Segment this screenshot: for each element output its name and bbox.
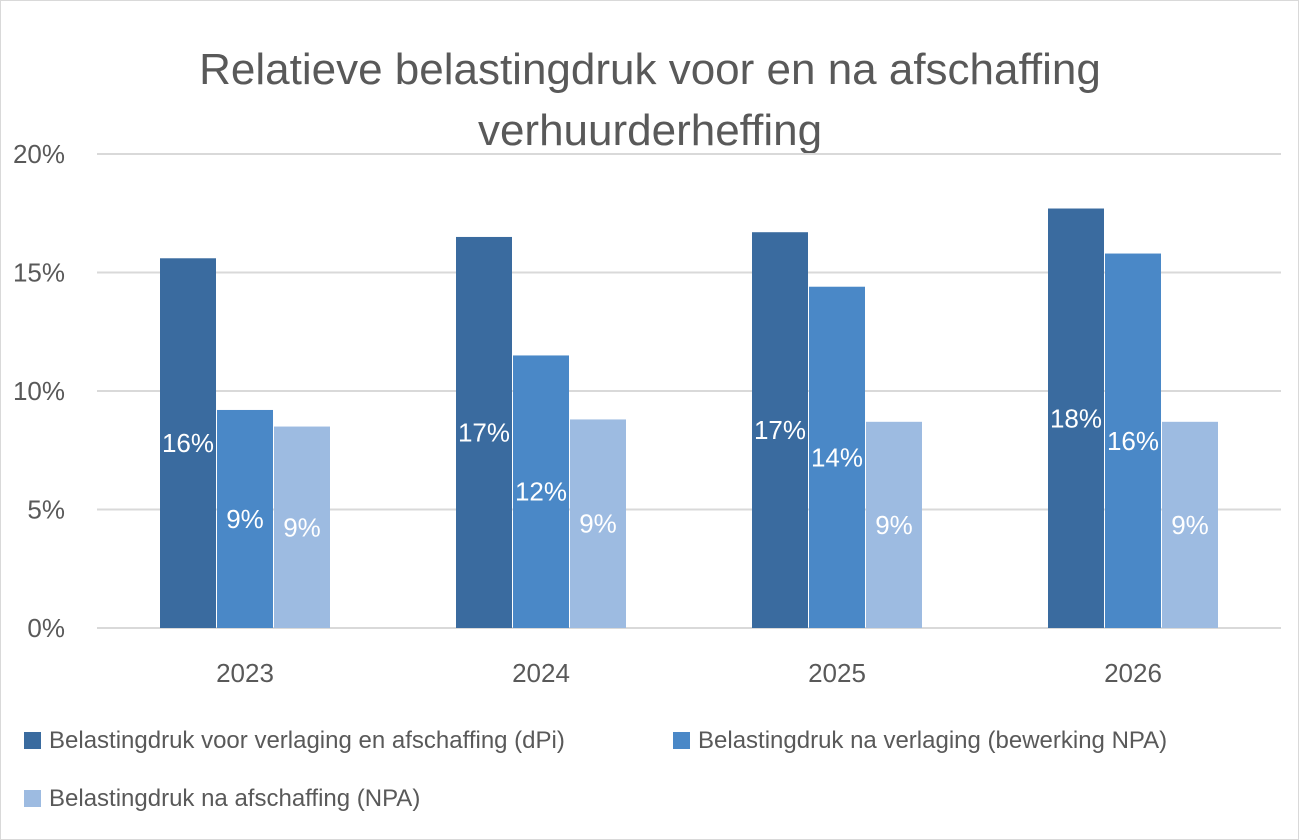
bar-2024-series-3 xyxy=(570,419,626,628)
bar-2023-series-2 xyxy=(217,409,273,628)
chart-title-line-2: verhuurderheffing xyxy=(478,106,822,155)
legend-label: Belastingdruk voor verlaging en afschaff… xyxy=(49,727,565,754)
data-label: 17% xyxy=(458,417,510,447)
x-tick-label: 2025 xyxy=(808,658,866,688)
data-label: 9% xyxy=(283,512,321,542)
y-tick-label: 15% xyxy=(13,258,65,288)
bar-2023-series-3 xyxy=(274,426,330,628)
x-tick-label: 2026 xyxy=(1104,658,1162,688)
y-tick-label: 0% xyxy=(27,613,65,643)
bar-2024-series-2 xyxy=(513,355,569,628)
y-tick-label: 20% xyxy=(13,139,65,169)
data-label: 9% xyxy=(579,509,617,539)
data-label: 16% xyxy=(1107,426,1159,456)
data-label: 9% xyxy=(1171,510,1209,540)
legend-swatch xyxy=(24,732,41,749)
y-tick-label: 10% xyxy=(13,376,65,406)
bar-2025-series-3 xyxy=(866,421,922,628)
data-label: 16% xyxy=(162,428,214,458)
bar-2024-series-1 xyxy=(456,236,512,628)
bar-2026-series-1 xyxy=(1048,208,1104,628)
legend-swatch xyxy=(24,790,41,807)
data-label: 9% xyxy=(226,504,264,534)
data-label: 17% xyxy=(754,415,806,445)
bar-2025-series-2 xyxy=(809,286,865,628)
x-tick-label: 2023 xyxy=(216,658,274,688)
data-label: 14% xyxy=(811,442,863,472)
data-label: 12% xyxy=(515,477,567,507)
x-tick-label: 2024 xyxy=(512,658,570,688)
y-tick-label: 5% xyxy=(27,495,65,525)
legend-label: Belastingdruk na afschaffing (NPA) xyxy=(49,785,420,812)
legend-label: Belastingdruk na verlaging (bewerking NP… xyxy=(698,727,1167,754)
data-label: 9% xyxy=(875,510,913,540)
bar-2026-series-3 xyxy=(1162,421,1218,628)
bar-2026-series-2 xyxy=(1105,253,1161,629)
legend-swatch xyxy=(673,732,690,749)
data-label: 18% xyxy=(1050,403,1102,433)
bar-2025-series-1 xyxy=(752,232,808,628)
chart-title-line-1: Relatieve belastingdruk voor en na afsch… xyxy=(199,45,1101,94)
bar-2023-series-1 xyxy=(160,258,216,628)
